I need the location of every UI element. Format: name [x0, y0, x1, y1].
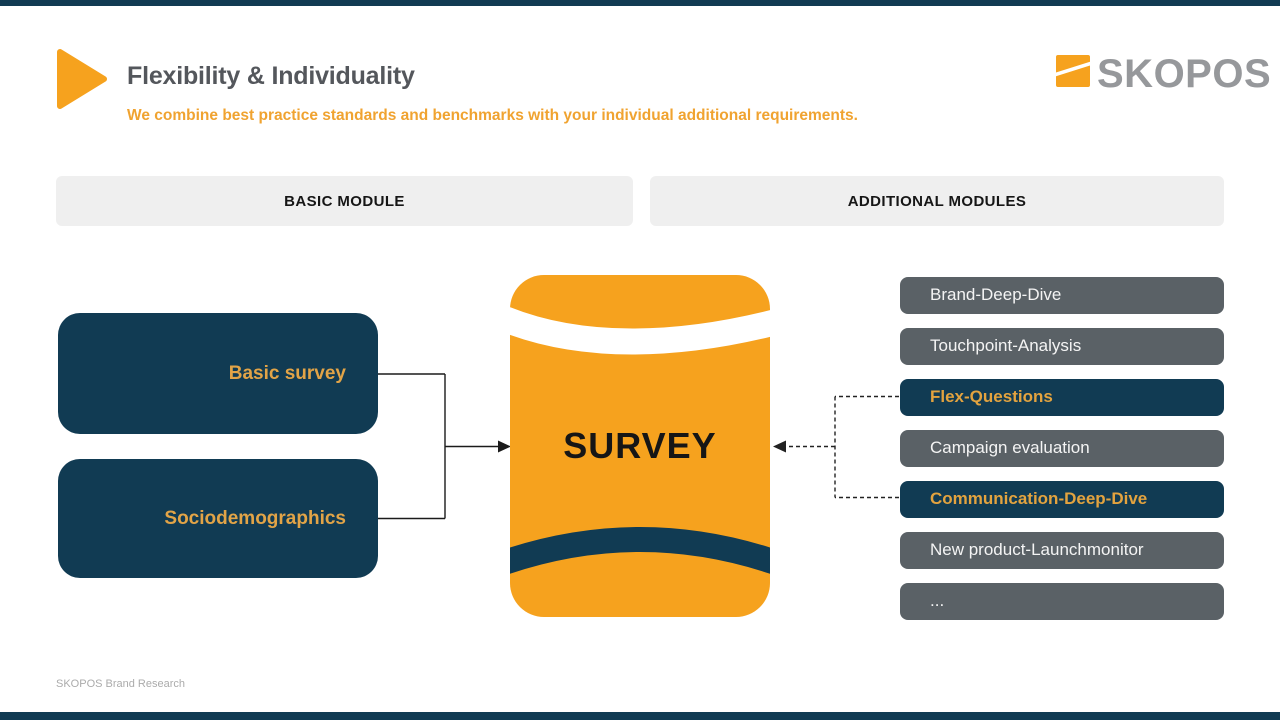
survey-white-wave	[510, 305, 770, 355]
additional-module-label: ...	[930, 591, 945, 611]
additional-module-brand-deep-dive: Brand-Deep-Dive	[900, 277, 1224, 314]
additional-module-label: Flex-Questions	[930, 387, 1053, 407]
top-border-strip	[0, 0, 1280, 6]
additional-module-flex-questions: Flex-Questions	[900, 379, 1224, 416]
additional-connector-line	[834, 395, 899, 499]
slide-footer: SKOPOS Brand Research	[56, 678, 186, 690]
additional-module-label: Touchpoint-Analysis	[930, 336, 1082, 356]
brand-triangle-icon	[56, 48, 110, 110]
survey-label: SURVEY	[563, 425, 717, 466]
basic-connector-line	[378, 373, 446, 520]
survey-navy-wave	[510, 527, 770, 576]
additional-module-campaign-evaluation: Campaign evaluation	[900, 430, 1224, 467]
skopos-logo: SKOPOS	[1053, 51, 1272, 96]
page-subtitle: We combine best practice standards and b…	[127, 107, 858, 124]
additional-module-new-product-launchmonitor: New product-Launchmonitor	[900, 532, 1224, 569]
additional-module-label: Communication-Deep-Dive	[930, 489, 1148, 509]
skopos-logo-text: SKOPOS	[1097, 51, 1272, 96]
basic-survey-box: Basic survey	[58, 313, 378, 434]
additional-module-label: New product-Launchmonitor	[930, 540, 1144, 560]
sociodemographics-box: Sociodemographics	[58, 459, 378, 578]
additional-modules-header: ADDITIONAL MODULES	[650, 176, 1224, 226]
additional-module-more: ...	[900, 583, 1224, 620]
additional-module-label: Campaign evaluation	[930, 438, 1090, 458]
basic-module-header: BASIC MODULE	[56, 176, 633, 226]
skopos-logo-icon	[1053, 53, 1093, 94]
additional-module-touchpoint-analysis: Touchpoint-Analysis	[900, 328, 1224, 365]
survey-shape	[510, 275, 770, 617]
additional-module-label: Brand-Deep-Dive	[930, 285, 1062, 305]
additional-modules-list: Brand-Deep-Dive Touchpoint-Analysis Flex…	[900, 277, 1224, 620]
additional-module-communication-deep-dive: Communication-Deep-Dive	[900, 481, 1224, 518]
arrow-left-icon	[773, 440, 786, 453]
page-title: Flexibility & Individuality	[127, 62, 415, 90]
bottom-border-strip	[0, 712, 1280, 720]
